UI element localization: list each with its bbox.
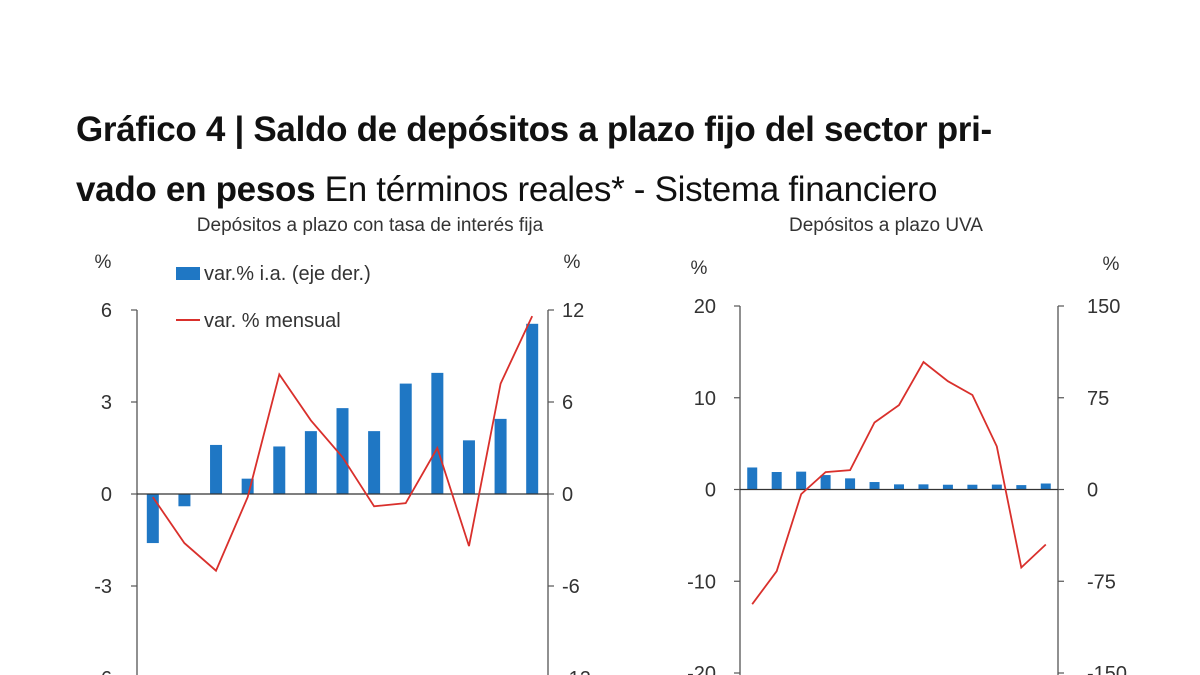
left-tick-label: -3 [94, 576, 112, 598]
right-axis-unit: % [1103, 254, 1120, 275]
title-line-2-rest: En términos reales* - Sistema financiero [315, 170, 938, 209]
right-tick-label: 0 [1087, 480, 1098, 502]
left-tick-label: 10 [694, 388, 716, 410]
left-tick-label: 6 [101, 300, 112, 322]
bar [273, 446, 286, 494]
right-tick-label: -75 [1087, 571, 1116, 593]
legend-bar-swatch [176, 267, 200, 280]
bar [747, 467, 758, 490]
bar [1040, 483, 1051, 490]
right-tick-label: 12 [562, 300, 584, 322]
bar [869, 482, 880, 490]
bar [178, 494, 191, 507]
chart-title: Gráfico 4 | Saldo de depósitos a plazo f… [76, 100, 1136, 220]
right-tick-label: 75 [1087, 388, 1109, 410]
bar [820, 475, 831, 490]
right-tick-label: 6 [562, 392, 573, 414]
bar [1016, 485, 1027, 490]
title-line-2-bold: vado en pesos [76, 170, 316, 209]
bar [845, 478, 856, 490]
bar [991, 484, 1002, 490]
series-line [751, 360, 1047, 605]
bar [918, 484, 929, 490]
bar [146, 494, 159, 544]
right-tick-label: -6 [562, 576, 580, 598]
bar [526, 323, 539, 494]
left-tick-label: -20 [687, 663, 716, 675]
bar [210, 444, 223, 494]
left-axis-unit: % [691, 258, 708, 279]
right-tick-label: 0 [562, 484, 573, 506]
bar [894, 484, 904, 490]
bar [942, 484, 953, 490]
bar [368, 431, 381, 494]
left-tick-label: 0 [705, 480, 716, 502]
bar [771, 472, 782, 490]
right-tick-label: -12 [562, 668, 591, 675]
subchart-title: Depósitos a plazo con tasa de interés fi… [197, 215, 544, 236]
bar [336, 408, 349, 494]
series-line [152, 315, 534, 573]
title-line-1: Gráfico 4 | Saldo de depósitos a plazo f… [76, 110, 992, 149]
bar [462, 440, 475, 494]
left-tick-label: 20 [694, 296, 716, 318]
right-tick-label: 150 [1087, 296, 1120, 318]
bar [494, 418, 507, 494]
legend-label: var.% i.a. (eje der.) [204, 263, 371, 285]
left-axis-unit: % [95, 252, 112, 273]
left-tick-label: 0 [101, 484, 112, 506]
bar [304, 431, 317, 494]
bar [967, 484, 978, 490]
legend-label: var. % mensual [204, 310, 341, 332]
bar [431, 372, 444, 494]
subchart-title: Depósitos a plazo UVA [789, 215, 983, 236]
bar [796, 471, 807, 490]
right-tick-label: -150 [1087, 663, 1127, 675]
left-tick-label: -10 [687, 571, 716, 593]
left-tick-label: 3 [101, 392, 112, 414]
left-tick-label: -6 [94, 668, 112, 675]
bar [399, 383, 412, 494]
right-axis-unit: % [564, 252, 581, 273]
